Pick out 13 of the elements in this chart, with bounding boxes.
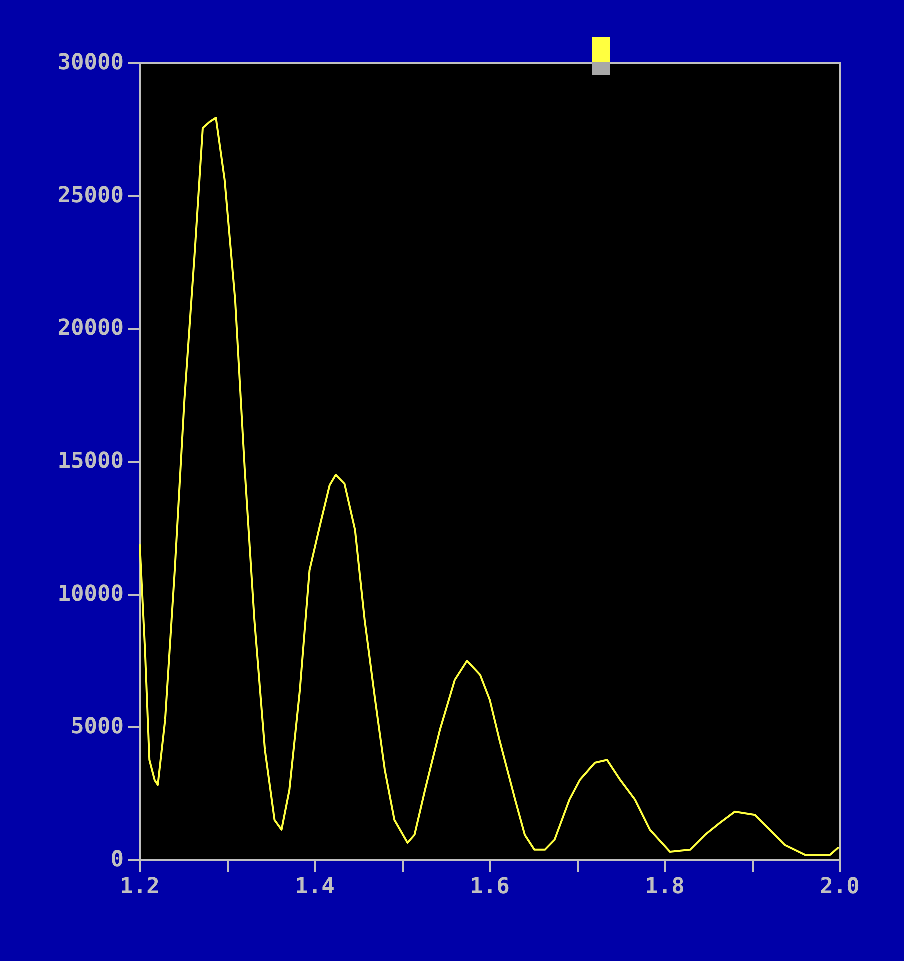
x-tick-label: 1.8 xyxy=(645,874,685,900)
line-series xyxy=(139,116,840,856)
y-tick-label: 15000 xyxy=(58,449,124,474)
x-tick-label: 1.6 xyxy=(470,874,510,900)
x-tick-label: 2.0 xyxy=(820,874,860,900)
y-tick-label: 10000 xyxy=(58,582,124,607)
y-tick-label: 30000 xyxy=(58,50,124,76)
y-tick-label: 5000 xyxy=(71,714,124,740)
y-tick-label: 20000 xyxy=(58,316,124,342)
y-tick-label: 0 xyxy=(110,848,124,872)
y-tick-label: 25000 xyxy=(58,183,124,208)
x-tick-label: 1.2 xyxy=(120,874,160,900)
x-tick-label: 1.4 xyxy=(295,874,335,900)
